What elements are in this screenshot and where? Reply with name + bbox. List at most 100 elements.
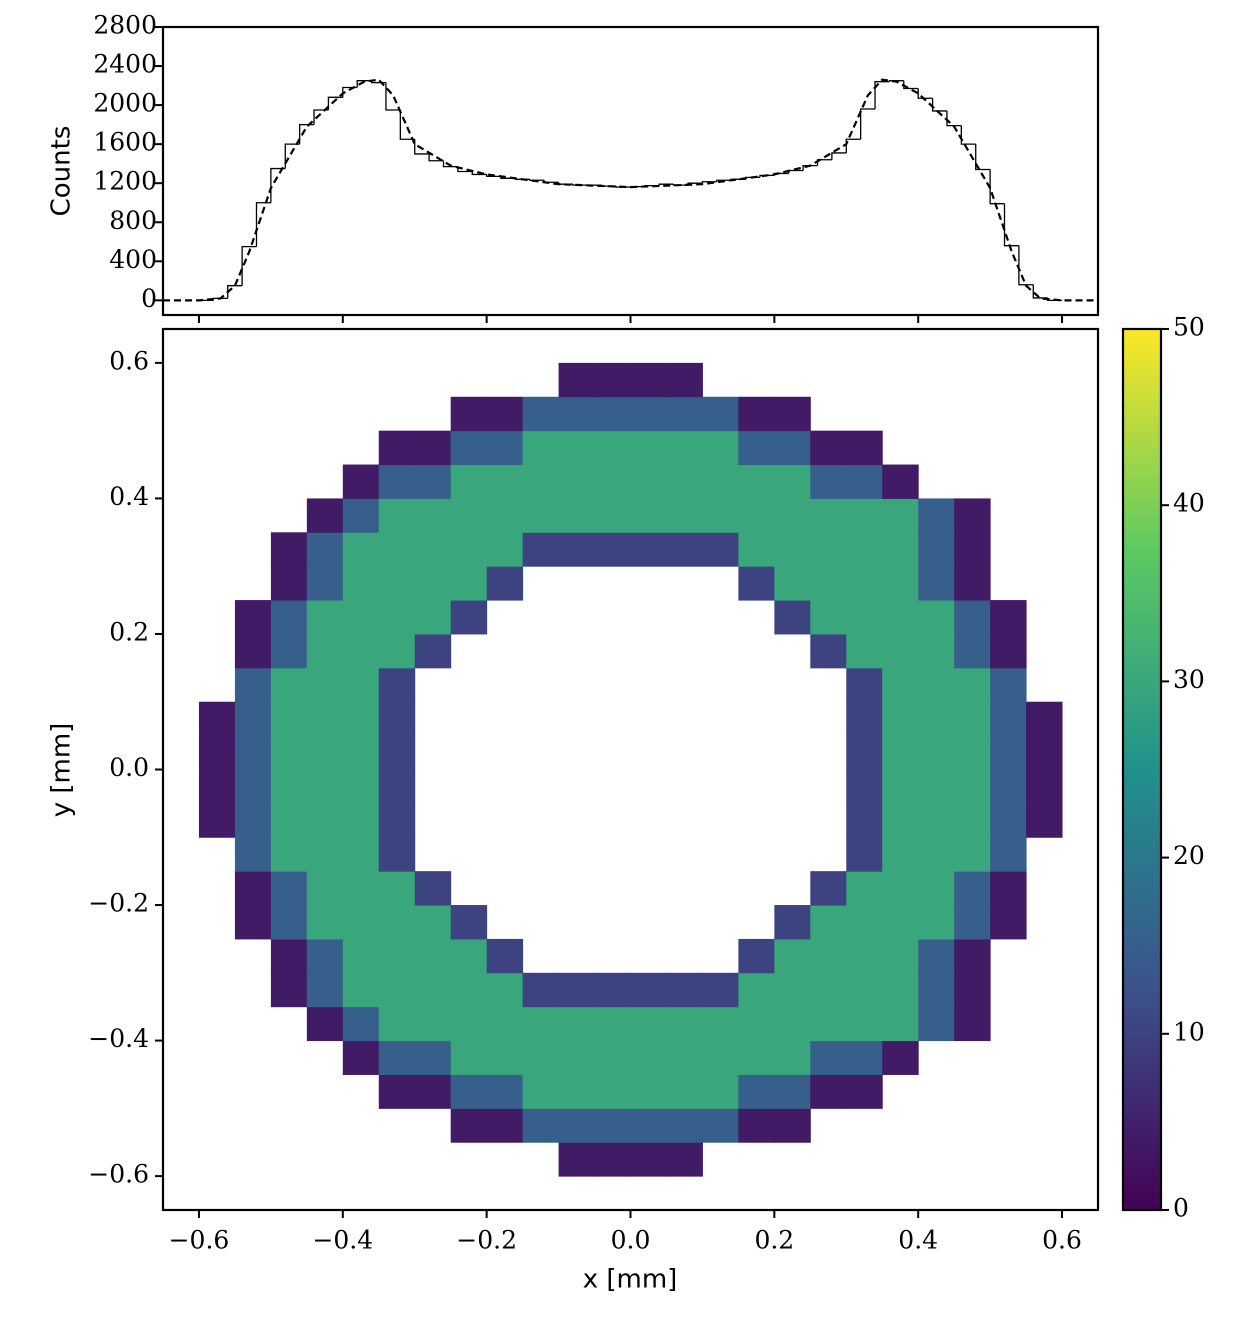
histogram-bin (356, 80, 372, 88)
heatmap-cell (954, 905, 991, 940)
heatmap-cell (918, 363, 954, 397)
heatmap-cell (954, 871, 991, 906)
heatmap-cell (918, 905, 955, 940)
heatmap-cell (702, 329, 738, 363)
heatmap-cell (342, 532, 380, 567)
heatmap-cell (559, 600, 595, 634)
heatmap-cell (451, 668, 487, 702)
heatmap-cell (918, 633, 955, 669)
heatmap-cell (199, 939, 235, 973)
heatmap-cell (451, 770, 487, 804)
heatmap-cell (199, 668, 235, 702)
x-tick-label: −0.2 (456, 1226, 517, 1255)
heatmap-cell (846, 905, 883, 940)
heatmap-cell (343, 329, 379, 363)
heatmap-cell (163, 498, 199, 532)
heatmap-cell (450, 1108, 488, 1143)
heatmap-cell (522, 396, 560, 432)
heatmap-cell (450, 972, 488, 1008)
heatmap-cell (882, 600, 919, 635)
heatmap-cell (882, 566, 919, 601)
heatmap-cell (882, 871, 919, 906)
heatmap-cell (1062, 1074, 1098, 1108)
heatmap-cell (882, 938, 919, 974)
heatmap-cell (666, 1176, 702, 1210)
histogram-bin (572, 184, 588, 186)
heatmap-cell (558, 1040, 596, 1075)
heatmap-cell (954, 431, 990, 465)
heatmap-cell (631, 566, 667, 600)
heatmap-cell (738, 972, 775, 1008)
heatmap-cell (523, 668, 559, 702)
heatmap-cell (235, 465, 271, 499)
heatmap-cell (702, 668, 738, 702)
heatmap-cell (342, 938, 380, 974)
heatmap-cell (954, 633, 991, 669)
histogram-bin (1032, 284, 1048, 299)
heatmap-cell (199, 1142, 235, 1176)
heatmap-cell (414, 430, 452, 466)
heatmap-cell (342, 803, 380, 838)
heatmap-cell (594, 362, 631, 398)
heatmap-cell (523, 1176, 559, 1210)
heatmap-cell (270, 532, 308, 567)
heatmap-cell (594, 498, 631, 533)
heatmap-cell (990, 1074, 1026, 1108)
heatmap-cell (918, 803, 955, 838)
heatmap-cell (882, 803, 919, 838)
heatmap-cell (199, 397, 235, 431)
x-tick-label: 0.6 (1042, 1226, 1082, 1255)
y-tick-label: 2400 (93, 50, 157, 79)
heatmap-cell (1026, 397, 1062, 431)
heatmap-cell (163, 1176, 199, 1210)
heatmap-cell (702, 871, 738, 905)
heatmap-cell (810, 1108, 846, 1142)
heatmap-cell (415, 1108, 451, 1142)
heatmap-cell (163, 329, 199, 363)
heatmap-cell (199, 498, 235, 532)
heatmap-cell (522, 1040, 560, 1075)
heatmap-cell (378, 600, 416, 635)
heatmap-cell (954, 1142, 990, 1176)
heatmap-cell (379, 1108, 415, 1142)
heatmap-cell (378, 464, 416, 499)
heatmap-cell (918, 329, 954, 363)
heatmap-cell (451, 329, 487, 363)
heatmap-cell (523, 939, 559, 973)
heatmap-cell (342, 735, 380, 770)
heatmap-cell (738, 668, 774, 702)
heatmap-cell (666, 1040, 703, 1075)
heatmap-cell (235, 431, 271, 465)
heatmap-cell (559, 939, 595, 973)
heatmap-cell (1062, 363, 1098, 397)
heatmap-cell (702, 464, 739, 499)
heatmap-cell (378, 837, 416, 872)
heatmap-cell (595, 702, 631, 736)
heatmap-cell (342, 701, 380, 737)
heatmap-cell (810, 736, 846, 770)
heatmap-cell (306, 701, 344, 737)
heatmap-cell (738, 905, 774, 939)
axes-frame (161, 327, 1100, 1212)
heatmap-cell (378, 905, 416, 940)
heatmap-cell (378, 532, 416, 567)
heatmap-cell (414, 1006, 452, 1042)
heatmap-cell (774, 770, 810, 804)
heatmap-cell (630, 1142, 667, 1177)
heatmap-cell (234, 600, 272, 635)
heatmap-cell (342, 769, 380, 804)
heatmap-cell (234, 905, 272, 940)
heatmap-cell (270, 701, 308, 737)
heatmap-cell (486, 430, 524, 466)
histogram-bin (831, 152, 847, 160)
heatmap-cell (558, 972, 596, 1008)
heatmap-cell (954, 465, 990, 499)
heatmap-cell (738, 532, 775, 567)
heatmap-cell (163, 973, 199, 1007)
axes-frame (161, 25, 1100, 317)
heatmap-cell (666, 803, 702, 837)
heatmap-cell (307, 1074, 343, 1108)
heatmap-cell (558, 464, 596, 499)
heatmap-cell (450, 600, 488, 635)
heatmap-cell (666, 770, 702, 804)
